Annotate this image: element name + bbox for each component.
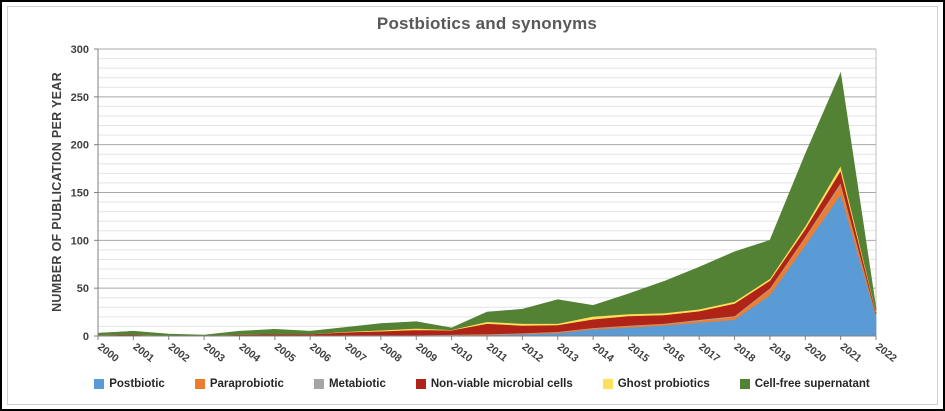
x-tick-label: 2012 xyxy=(520,341,546,365)
x-tick-label: 2011 xyxy=(484,341,509,365)
x-tick-label: 2005 xyxy=(272,341,298,365)
x-tick-label: 2002 xyxy=(166,341,192,365)
x-tick-label: 2020 xyxy=(802,341,828,365)
stacked-areas xyxy=(97,71,877,337)
y-tick-label: 0 xyxy=(83,331,89,343)
legend: Postbiotic Paraprobiotic Metabiotic Non-via… xyxy=(82,378,882,390)
y-tick-label: 300 xyxy=(71,44,89,56)
legend-label: Ghost probiotics xyxy=(617,378,710,390)
x-tick-label: 2021 xyxy=(838,341,864,365)
legend-item-postbiotic: Postbiotic xyxy=(94,378,165,390)
x-tick-label: 2008 xyxy=(378,341,404,365)
x-tick-label: 2015 xyxy=(626,341,652,365)
y-tick-label: 150 xyxy=(71,188,89,200)
x-tick-label: 2022 xyxy=(873,341,899,365)
legend-swatch-postbiotic xyxy=(94,379,105,389)
legend-item-non-viable-microbial-cells: Non-viable microbial cells xyxy=(415,378,573,390)
legend-item-cell-free-supernatant: Cell-free supernatant xyxy=(739,378,870,390)
y-tick-label: 200 xyxy=(71,140,89,152)
legend-label: Paraprobiotic xyxy=(209,378,284,390)
x-tick-label: 2016 xyxy=(661,341,687,365)
y-tick-label: 250 xyxy=(71,92,89,104)
legend-item-metabiotic: Metabiotic xyxy=(313,378,386,390)
x-tick-label: 2006 xyxy=(307,341,333,365)
legend-swatch-ghost-probiotics xyxy=(602,379,613,389)
x-tick-label: 2003 xyxy=(201,341,227,365)
x-tick-label: 2019 xyxy=(767,341,793,365)
x-tick-label: 2001 xyxy=(131,341,157,365)
x-tick-label: 2010 xyxy=(449,341,475,365)
legend-swatch-cell-free-supernatant xyxy=(739,379,750,389)
legend-label: Cell-free supernatant xyxy=(754,378,870,390)
x-tick-label: 2013 xyxy=(555,341,581,365)
legend-swatch-paraprobiotic xyxy=(194,379,205,389)
y-axis-labels: 0 50 100 150 200 250 300 xyxy=(71,44,89,343)
x-tick-label: 2018 xyxy=(732,341,758,365)
x-axis-labels: 2000 2001 2002 2003 2004 2005 2006 2007 2008 2009… xyxy=(95,341,899,365)
area-cell-free-supernatant xyxy=(97,71,877,336)
x-tick-label: 2009 xyxy=(413,341,439,365)
legend-label: Postbiotic xyxy=(109,378,165,390)
y-tick-label: 50 xyxy=(77,283,89,295)
x-tick-label: 2004 xyxy=(237,341,263,365)
y-gridlines-major xyxy=(98,48,876,289)
legend-label: Non-viable microbial cells xyxy=(430,378,573,390)
y-tick-label: 100 xyxy=(71,235,89,247)
legend-swatch-non-viable-microbial-cells xyxy=(415,379,426,389)
x-tick-label: 2017 xyxy=(696,341,722,365)
x-tick-label: 2014 xyxy=(590,341,616,365)
legend-item-paraprobiotic: Paraprobiotic xyxy=(194,378,284,390)
y-gridlines-minor xyxy=(98,58,876,327)
legend-item-ghost-probiotics: Ghost probiotics xyxy=(602,378,710,390)
x-tick-label: 2000 xyxy=(95,341,121,365)
legend-label: Metabiotic xyxy=(328,378,386,390)
legend-swatch-metabiotic xyxy=(313,379,324,389)
axis-ticks xyxy=(94,48,877,340)
chart-title: Postbiotics and synonyms xyxy=(376,14,598,33)
x-tick-label: 2007 xyxy=(343,341,369,365)
